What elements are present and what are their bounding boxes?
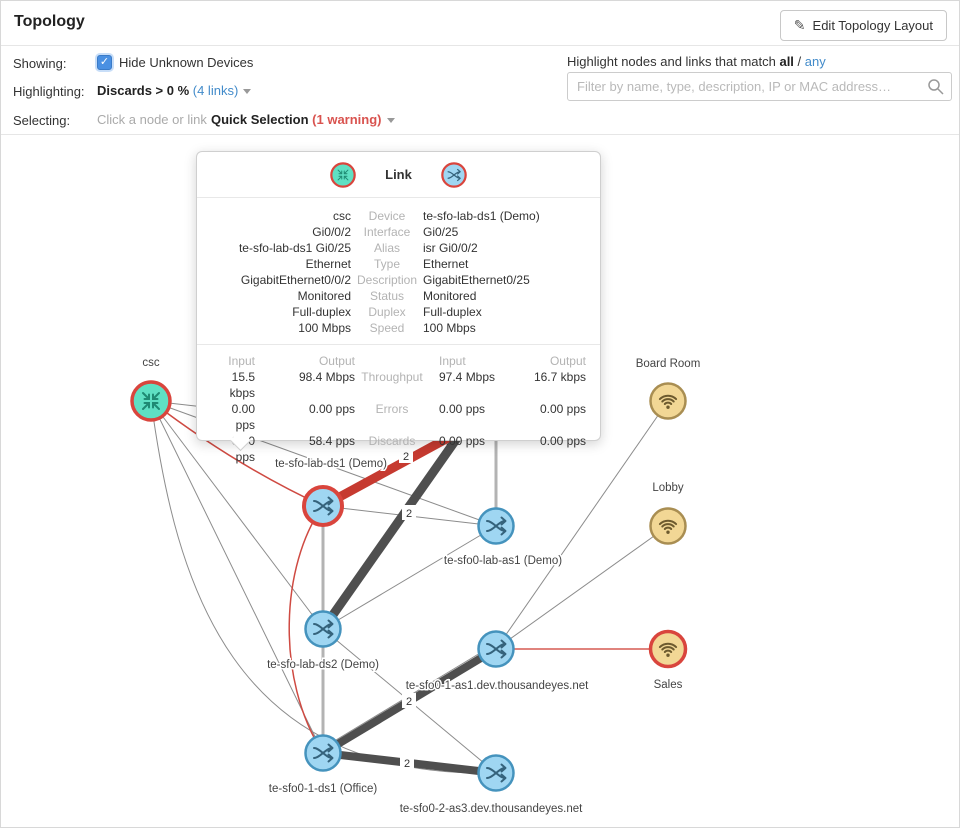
switch-icon	[313, 496, 334, 516]
node-label-te-sfo-lab-ds2: te-sfo-lab-ds2 (Demo)	[267, 659, 379, 671]
tooltip-row: te-sfo-lab-ds1 Gi0/25 Alias isr Gi0/0/2	[238, 241, 478, 255]
quick-selection-warning: (1 warning)	[312, 112, 382, 127]
link-tooltip: Link csc Device te-sfo-lab-ds1 (Demo) Gi0/0…	[196, 151, 601, 464]
link-lobby-as1[interactable]	[495, 525, 669, 650]
node-label-lobby: Lobby	[652, 482, 684, 494]
link-csc-ds2[interactable]	[150, 400, 324, 630]
svg-text:2: 2	[406, 508, 412, 520]
switch-icon	[313, 619, 334, 639]
edit-topology-layout-label: Edit Topology Layout	[812, 18, 933, 33]
match-all-option[interactable]: all	[779, 54, 794, 69]
node-label-te-sfo-lab-ds1: te-sfo-lab-ds1 (Demo)	[275, 458, 387, 470]
link-lab-as1-ds2[interactable]	[322, 525, 497, 630]
tooltip-row: Full-duplex Duplex Full-duplex	[292, 305, 482, 319]
hide-unknown-label[interactable]: Hide Unknown Devices	[119, 55, 254, 70]
tooltip-table: csc Device te-sfo-lab-ds1 (Demo) Gi0/0/2 Int…	[197, 198, 600, 344]
highlighting-links-count[interactable]: (4 links)	[192, 83, 239, 98]
filter-input[interactable]	[567, 72, 952, 101]
node-sales[interactable]	[648, 629, 688, 669]
link-tooltip-header: Link	[197, 152, 600, 198]
collapse-icon	[142, 392, 160, 410]
wifi-icon	[658, 394, 678, 409]
chevron-down-icon[interactable]	[243, 89, 252, 95]
hide-unknown-checkbox[interactable]: ✓	[97, 55, 112, 70]
tooltip-stats-header: Input Output Input Output	[228, 354, 586, 368]
highlighting-value[interactable]: Discards > 0 % (4 links)	[97, 83, 252, 98]
match-text: Highlight nodes and links that match	[567, 54, 780, 69]
node-label-te-sfo0-1-as1: te-sfo0-1-as1.dev.thousandeyes.net	[406, 680, 589, 692]
search-icon	[928, 79, 944, 95]
svg-text:2: 2	[404, 758, 410, 770]
switch-icon	[486, 516, 507, 536]
pencil-icon: ✎	[793, 17, 806, 33]
wifi-icon	[658, 519, 678, 534]
tooltip-row: 100 Mbps Speed 100 Mbps	[298, 321, 476, 335]
header-divider	[1, 45, 959, 46]
tooltip-stats: Input Output Input Output 15.5 kbps 98.4 Mbps…	[197, 344, 600, 475]
link-count-badge: 2	[400, 755, 414, 770]
tooltip-stats-row: 0.00 pps 0.00 pps Errors 0.00 pps 0.00 pps	[231, 402, 586, 432]
wifi-icon	[658, 642, 678, 657]
edit-topology-layout-button[interactable]: ✎ Edit Topology Layout	[779, 10, 947, 41]
filters-divider	[1, 134, 959, 135]
svg-text:2: 2	[403, 451, 409, 463]
highlighting-label: Highlighting:	[13, 84, 85, 99]
tooltip-row: Ethernet Type Ethernet	[305, 257, 469, 271]
match-any-option[interactable]: any	[804, 54, 826, 69]
node-label-sales: Sales	[654, 679, 683, 691]
switch-icon	[486, 639, 507, 659]
match-separator: /	[793, 54, 805, 69]
link-count-badge: 2	[399, 448, 413, 463]
tooltip-row: Gi0/0/2 Interface Gi0/25	[312, 225, 459, 239]
node-te-sfo0-2-as3[interactable]	[477, 754, 515, 792]
link-csc-ds1-red[interactable]	[150, 400, 324, 507]
svg-text:2: 2	[406, 696, 412, 708]
collapse-node-icon	[330, 161, 356, 188]
tooltip-row: csc Device te-sfo-lab-ds1 (Demo)	[333, 209, 540, 223]
highlight-match-line: Highlight nodes and links that match all…	[567, 54, 955, 69]
showing-label: Showing:	[13, 56, 67, 71]
node-board-room[interactable]	[649, 382, 687, 420]
switch-icon	[313, 743, 334, 763]
node-te-sfo0-lab-as1[interactable]	[477, 507, 515, 545]
switch-node-icon	[441, 161, 467, 188]
quick-selection-dropdown[interactable]: Quick Selection (1 warning)	[211, 112, 395, 127]
node-label-board-room: Board Room	[636, 358, 701, 370]
link-csc-office[interactable]	[150, 400, 324, 754]
link-ds1-office-red[interactable]	[288, 505, 324, 754]
node-te-sfo0-1-ds1[interactable]	[304, 734, 342, 772]
node-te-sfo-lab-ds2[interactable]	[304, 610, 342, 648]
page-title: Topology	[14, 13, 85, 30]
tooltip-row: GigabitEthernet0/0/2 Description GigabitEt…	[240, 273, 530, 287]
node-te-sfo0-1-as1[interactable]	[477, 630, 515, 668]
node-label-te-sfo0-1-ds1: te-sfo0-1-ds1 (Office)	[269, 783, 378, 795]
selecting-label: Selecting:	[13, 113, 71, 128]
switch-icon	[486, 763, 507, 783]
link-office-as1-thin[interactable]	[330, 640, 501, 744]
link-count-badge: 2	[402, 505, 416, 520]
tooltip-stats-row: 15.5 kbps 98.4 Mbps Throughput 97.4 Mbps 16.…	[229, 370, 586, 400]
node-csc[interactable]	[130, 380, 172, 422]
tooltip-title: Link	[385, 167, 412, 182]
node-label-te-sfo0-2-as3: te-sfo0-2-as3.dev.thousandeyes.net	[400, 803, 583, 815]
node-label-te-sfo0-lab-as1: te-sfo0-lab-as1 (Demo)	[444, 555, 562, 567]
node-label-csc: csc	[142, 357, 160, 369]
link-board-as1[interactable]	[495, 400, 669, 650]
node-lobby[interactable]	[649, 507, 687, 545]
quick-selection-label: Quick Selection	[211, 112, 309, 127]
selecting-hint: Click a node or link	[97, 112, 207, 127]
tooltip-row: Monitored Status Monitored	[297, 289, 477, 303]
node-te-sfo-lab-ds1[interactable]	[302, 485, 344, 527]
highlighting-criterion: Discards > 0 %	[97, 83, 190, 98]
link-count-badge: 2	[402, 693, 416, 708]
topology-canvas[interactable]: 2 2 2 2 csc te-sfo-lab-ds1 (Demo) te-sfo0-l…	[1, 134, 960, 828]
chevron-down-icon[interactable]	[386, 118, 395, 124]
